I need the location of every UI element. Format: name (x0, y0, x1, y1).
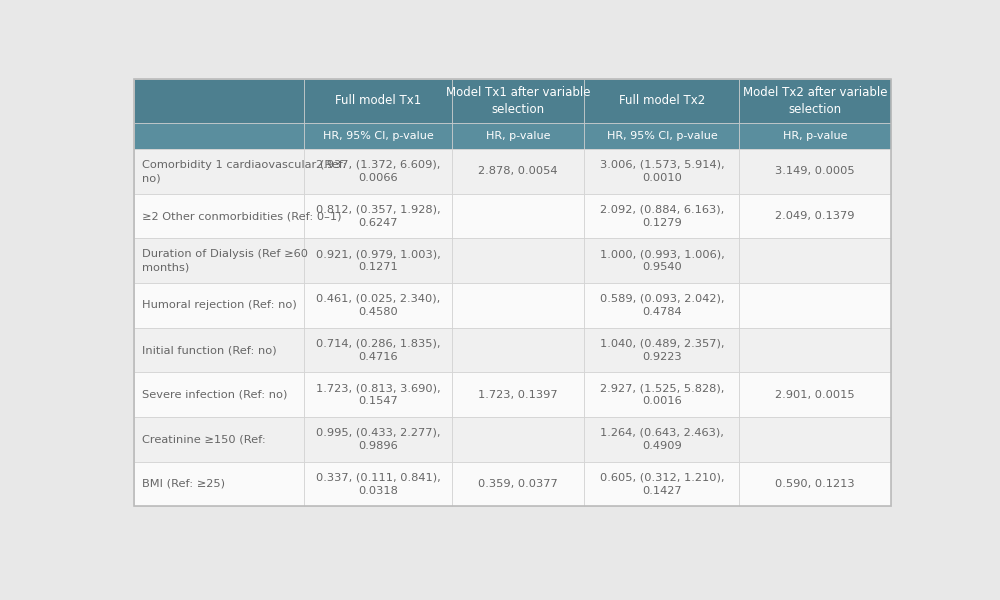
Bar (134, 283, 304, 328)
Bar (584, 149, 739, 194)
Bar (134, 417, 304, 461)
Text: 0.995, (0.433, 2.277),
0.9896: 0.995, (0.433, 2.277), 0.9896 (316, 428, 440, 451)
Bar (739, 149, 891, 194)
Bar (739, 238, 891, 283)
Bar (584, 283, 739, 328)
Text: Initial function (Ref: no): Initial function (Ref: no) (142, 345, 277, 355)
Text: Model Tx1 after variable
selection: Model Tx1 after variable selection (446, 86, 590, 116)
Bar (584, 194, 739, 238)
Bar (452, 149, 584, 194)
Bar (304, 79, 452, 123)
Bar (134, 123, 304, 149)
Text: Humoral rejection (Ref: no): Humoral rejection (Ref: no) (142, 301, 297, 310)
Text: 0.590, 0.1213: 0.590, 0.1213 (775, 479, 855, 489)
Text: HR, 95% CI, p-value: HR, 95% CI, p-value (607, 131, 717, 141)
Text: 3.006, (1.573, 5.914),
0.0010: 3.006, (1.573, 5.914), 0.0010 (600, 160, 724, 183)
Bar (584, 373, 739, 417)
Bar (452, 461, 584, 506)
Text: Duration of Dialysis (Ref ≥60
months): Duration of Dialysis (Ref ≥60 months) (142, 249, 308, 272)
Bar (739, 373, 891, 417)
Bar (739, 194, 891, 238)
Text: 0.714, (0.286, 1.835),
0.4716: 0.714, (0.286, 1.835), 0.4716 (316, 338, 440, 362)
Bar (134, 149, 304, 194)
Text: HR, p-value: HR, p-value (486, 131, 550, 141)
Bar (452, 283, 584, 328)
Bar (452, 79, 584, 123)
Text: 2.937, (1.372, 6.609),
0.0066: 2.937, (1.372, 6.609), 0.0066 (316, 160, 440, 183)
Bar (584, 417, 739, 461)
Bar (304, 149, 452, 194)
Text: HR, p-value: HR, p-value (783, 131, 847, 141)
Bar (584, 328, 739, 373)
Text: ≥2 Other conmorbidities (Ref: 0–1): ≥2 Other conmorbidities (Ref: 0–1) (142, 211, 342, 221)
Text: 2.878, 0.0054: 2.878, 0.0054 (478, 166, 558, 176)
Text: Creatinine ≥150 (Ref:: Creatinine ≥150 (Ref: (142, 434, 266, 445)
Text: 0.589, (0.093, 2.042),
0.4784: 0.589, (0.093, 2.042), 0.4784 (600, 294, 724, 317)
Text: 2.901, 0.0015: 2.901, 0.0015 (775, 389, 855, 400)
Text: 3.149, 0.0005: 3.149, 0.0005 (775, 166, 855, 176)
Bar (304, 194, 452, 238)
Text: 0.337, (0.111, 0.841),
0.0318: 0.337, (0.111, 0.841), 0.0318 (316, 472, 441, 496)
Bar (739, 461, 891, 506)
Bar (134, 328, 304, 373)
Text: 1.723, (0.813, 3.690),
0.1547: 1.723, (0.813, 3.690), 0.1547 (316, 383, 441, 406)
Text: Severe infection (Ref: no): Severe infection (Ref: no) (142, 389, 287, 400)
Bar (134, 238, 304, 283)
Bar (452, 123, 584, 149)
Bar (452, 417, 584, 461)
Text: 0.461, (0.025, 2.340),
0.4580: 0.461, (0.025, 2.340), 0.4580 (316, 294, 440, 317)
Text: Full model Tx1: Full model Tx1 (335, 94, 421, 107)
Bar (584, 238, 739, 283)
Bar (452, 328, 584, 373)
Bar (304, 373, 452, 417)
Bar (304, 283, 452, 328)
Text: 1.040, (0.489, 2.357),
0.9223: 1.040, (0.489, 2.357), 0.9223 (600, 338, 724, 362)
Text: Model Tx2 after variable
selection: Model Tx2 after variable selection (743, 86, 887, 116)
Bar (134, 194, 304, 238)
Text: 1.264, (0.643, 2.463),
0.4909: 1.264, (0.643, 2.463), 0.4909 (600, 428, 724, 451)
Bar (452, 373, 584, 417)
Bar (739, 123, 891, 149)
Bar (584, 79, 739, 123)
Bar (584, 461, 739, 506)
Bar (739, 328, 891, 373)
Text: 0.359, 0.0377: 0.359, 0.0377 (478, 479, 558, 489)
Text: 2.927, (1.525, 5.828),
0.0016: 2.927, (1.525, 5.828), 0.0016 (600, 383, 724, 406)
Bar (134, 373, 304, 417)
Bar (304, 328, 452, 373)
Text: 0.812, (0.357, 1.928),
0.6247: 0.812, (0.357, 1.928), 0.6247 (316, 205, 441, 228)
Text: 2.092, (0.884, 6.163),
0.1279: 2.092, (0.884, 6.163), 0.1279 (600, 205, 724, 228)
Bar (584, 123, 739, 149)
Bar (304, 238, 452, 283)
Bar (304, 461, 452, 506)
Text: BMI (Ref: ≥25): BMI (Ref: ≥25) (142, 479, 225, 489)
Bar (452, 238, 584, 283)
Bar (134, 79, 304, 123)
Text: Comorbidity 1 cardiaovascular (Ref:
no): Comorbidity 1 cardiaovascular (Ref: no) (142, 160, 346, 183)
Bar (134, 461, 304, 506)
Bar (739, 417, 891, 461)
Text: HR, 95% CI, p-value: HR, 95% CI, p-value (323, 131, 434, 141)
Bar (739, 79, 891, 123)
Text: Full model Tx2: Full model Tx2 (619, 94, 705, 107)
Text: 1.000, (0.993, 1.006),
0.9540: 1.000, (0.993, 1.006), 0.9540 (600, 249, 724, 272)
Text: 2.049, 0.1379: 2.049, 0.1379 (775, 211, 855, 221)
Text: 1.723, 0.1397: 1.723, 0.1397 (478, 389, 558, 400)
Bar (739, 283, 891, 328)
Bar (304, 123, 452, 149)
Text: 0.921, (0.979, 1.003),
0.1271: 0.921, (0.979, 1.003), 0.1271 (316, 249, 441, 272)
Bar (452, 194, 584, 238)
Bar (304, 417, 452, 461)
Text: 0.605, (0.312, 1.210),
0.1427: 0.605, (0.312, 1.210), 0.1427 (600, 472, 724, 496)
